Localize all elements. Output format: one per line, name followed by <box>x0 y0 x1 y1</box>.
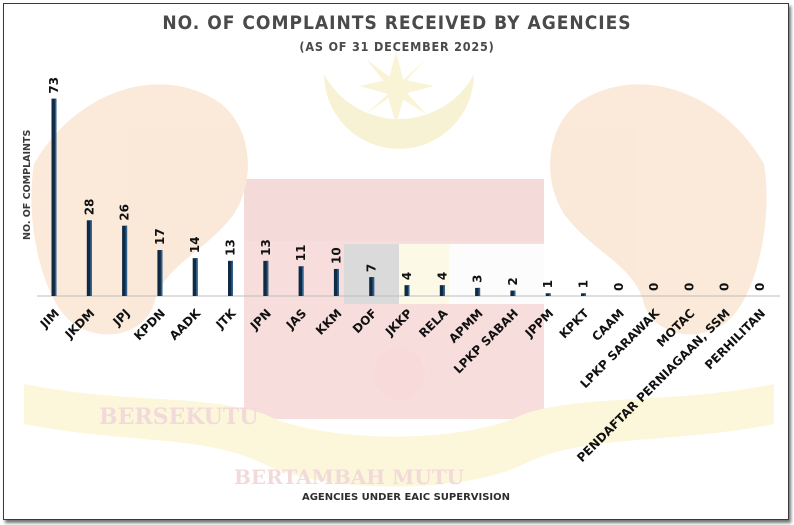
bar-highlight-jpj <box>125 225 128 296</box>
value-label-kpdn: 17 <box>153 228 167 245</box>
bar-jim <box>51 98 57 296</box>
value-label-jas: 11 <box>294 245 308 262</box>
shield-emblem <box>244 179 544 419</box>
motto-right-text: BERTAMBAH MUTU <box>234 465 464 489</box>
value-label-caam: 0 <box>612 283 626 291</box>
value-label-pendaftar-perniagaan-ssm: 0 <box>718 283 732 291</box>
bar-jkkp <box>404 285 410 296</box>
x-axis-label: AGENCIES UNDER EAIC SUPERVISION <box>301 492 511 503</box>
tiger-left <box>31 84 248 335</box>
bar-kpdn <box>157 250 163 296</box>
value-label-apmm: 3 <box>471 275 485 283</box>
bar-highlight-kpdn <box>160 250 163 296</box>
value-label-lpkp-sabah: 2 <box>506 277 520 285</box>
bar-highlight-jkkp <box>407 285 410 296</box>
value-label-motac: 0 <box>682 283 696 291</box>
bars-group <box>51 98 586 296</box>
bar-highlight-jppm <box>549 293 551 296</box>
bar-jkdm <box>86 220 92 296</box>
value-label-lpkp-sarawak: 0 <box>647 283 661 291</box>
star-emblem <box>359 52 434 124</box>
category-label-jkdm: JKDM <box>62 306 98 342</box>
bar-lpkp-sabah <box>510 290 516 296</box>
bar-highlight-kkm <box>337 268 339 296</box>
category-label-dof: DOF <box>350 306 380 336</box>
value-label-kpkt: 1 <box>577 280 591 288</box>
bar-kkm <box>333 268 339 296</box>
category-label-jim: JIM <box>37 306 62 331</box>
bar-highlight-rela <box>443 285 445 296</box>
category-label-kpdn: KPDN <box>131 306 168 343</box>
bar-aadk <box>192 258 198 296</box>
category-label-aadk: AADK <box>167 306 204 343</box>
bar-highlight-jkdm <box>90 220 92 296</box>
chart-subtitle: (AS OF 31 DECEMBER 2025) <box>299 39 495 54</box>
coat-of-arms-watermark: BERSEKUTU BERTAMBAH MUTU <box>24 52 774 489</box>
bar-jtk <box>228 260 233 296</box>
value-label-jtk: 13 <box>224 239 238 256</box>
value-label-rela: 4 <box>435 272 449 280</box>
bar-jpj <box>122 225 128 296</box>
bar-apmm <box>475 287 481 296</box>
y-axis-label: NO. OF COMPLAINTS <box>22 129 33 240</box>
tiger-right <box>550 84 767 335</box>
bar-jas <box>298 266 304 296</box>
bar-jppm <box>545 293 551 296</box>
value-label-jpn: 13 <box>259 239 273 256</box>
bar-highlight-jpn <box>266 260 269 296</box>
bar-highlight-kpkt <box>584 293 586 296</box>
chart-frame: BERSEKUTU BERTAMBAH MUTU <box>3 3 789 520</box>
value-label-aadk: 14 <box>188 236 202 253</box>
motto-scroll <box>24 384 774 487</box>
value-label-kkm: 10 <box>329 247 343 264</box>
bar-highlight-jas <box>302 266 304 296</box>
value-label-dof: 7 <box>365 264 379 272</box>
bar-highlight-dof <box>372 277 375 296</box>
bar-jpn <box>263 260 269 296</box>
bar-rela <box>439 285 445 296</box>
value-label-jpj: 26 <box>118 204 132 221</box>
category-label-kkm: KKM <box>313 306 344 337</box>
category-label-jpj: JPJ <box>110 306 133 329</box>
category-label-jpn: JPN <box>247 306 274 333</box>
value-label-jkkp: 4 <box>400 272 414 280</box>
value-label-jppm: 1 <box>541 280 555 288</box>
value-label-jkdm: 28 <box>82 199 96 216</box>
bar-highlight-apmm <box>478 287 481 296</box>
bar-highlight-lpkp-sabah <box>513 290 516 296</box>
crescent-emblem <box>324 74 474 149</box>
value-label-jim: 73 <box>47 77 61 94</box>
bar-highlight-jtk <box>231 260 233 296</box>
category-label-lpkp-sabah: LPKP SABAH <box>451 306 521 376</box>
category-label-jppm: JPPM <box>522 306 557 341</box>
bar-highlight-aadk <box>196 258 198 296</box>
bar-kpkt <box>581 293 586 296</box>
category-label-jkkp: JKKP <box>382 306 415 339</box>
category-label-kpkt: KPKT <box>557 306 593 342</box>
chart-title: NO. OF COMPLAINTS RECEIVED BY AGENCIES <box>162 12 632 34</box>
category-label-jtk: JTK <box>212 306 239 333</box>
bar-highlight-jim <box>54 98 57 296</box>
bar-dof <box>369 277 375 296</box>
motto-left-text: BERSEKUTU <box>99 404 258 430</box>
category-label-jas: JAS <box>283 306 309 332</box>
value-label-perhilitan: 0 <box>753 283 767 291</box>
